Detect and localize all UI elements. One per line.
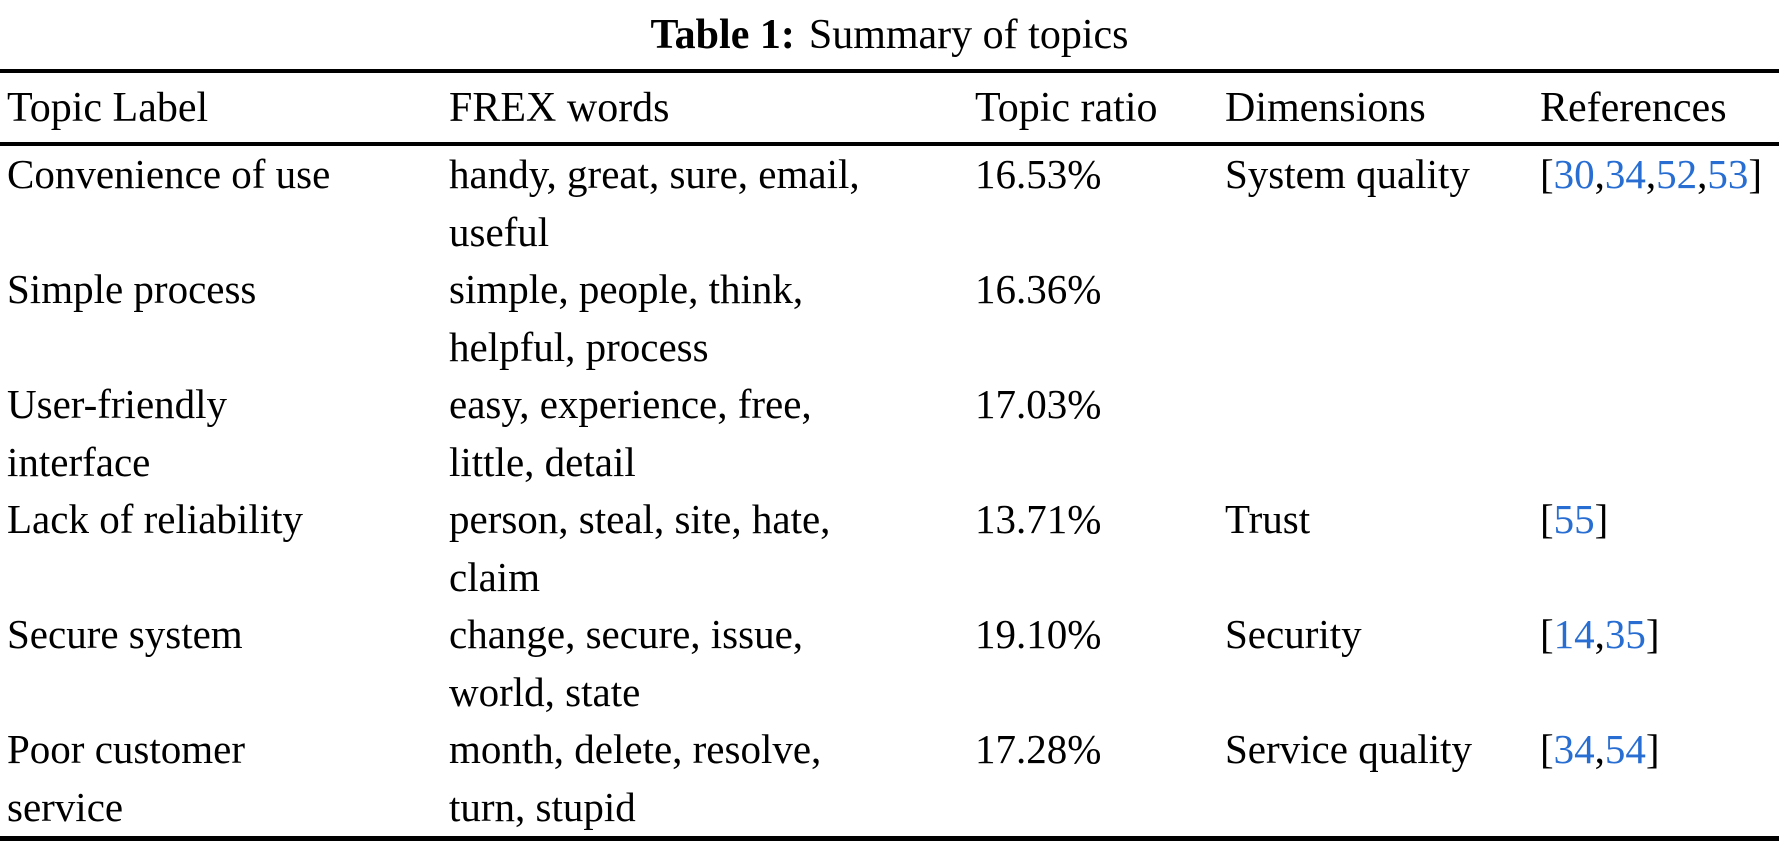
- topic-ratio-cell: 16.53%: [975, 151, 1102, 197]
- table-number: Table 1:: [650, 12, 795, 58]
- table-header: Topic Label FREX words Topic ratio Dimen…: [0, 71, 1779, 146]
- dimensions-cell: [1218, 261, 1530, 376]
- topic-label-cell: User-friendly interface: [7, 381, 228, 485]
- topic-ratio-cell: 16.36%: [975, 266, 1102, 312]
- topic-ratio-cell: 13.71%: [975, 496, 1102, 542]
- table-body: Convenience of use handy, great, sure, em…: [0, 144, 1779, 839]
- topic-ratio-cell: 17.28%: [975, 726, 1102, 772]
- references-cell: [34,54]: [1540, 726, 1660, 772]
- frex-words-cell: simple, people, think, helpful, process: [449, 266, 804, 370]
- dimensions-cell: Security: [1225, 611, 1362, 657]
- table-title: Table 1: Summary of topics: [0, 0, 1779, 69]
- references-cell: [55]: [1540, 496, 1609, 542]
- citation-link[interactable]: 34: [1604, 151, 1646, 197]
- table-row: Poor customer service month, delete, reso…: [0, 721, 1779, 839]
- citation-link[interactable]: 34: [1553, 726, 1595, 772]
- frex-words-cell: easy, experience, free, little, detail: [449, 381, 812, 485]
- dimensions-cell: Service quality: [1225, 726, 1473, 772]
- column-header-topic-label: Topic Label: [0, 71, 445, 146]
- table-row: User-friendly interface easy, experience,…: [0, 376, 1779, 491]
- topic-ratio-cell: 19.10%: [975, 611, 1102, 657]
- column-header-topic-ratio: Topic ratio: [965, 71, 1218, 146]
- dimensions-cell: System quality: [1225, 151, 1470, 197]
- dimensions-cell: [1218, 376, 1530, 491]
- topic-ratio-cell: 17.03%: [975, 381, 1102, 427]
- citation-link[interactable]: 55: [1553, 496, 1595, 542]
- references-cell: [1530, 376, 1779, 491]
- topic-label-cell: Poor customer service: [7, 726, 245, 830]
- frex-words-cell: month, delete, resolve, turn, stupid: [449, 726, 822, 830]
- header-row: Topic Label FREX words Topic ratio Dimen…: [0, 71, 1779, 146]
- citation-link[interactable]: 30: [1553, 151, 1595, 197]
- column-header-dimensions: Dimensions: [1218, 71, 1530, 146]
- references-cell: [1530, 261, 1779, 376]
- topic-label-cell: Lack of reliability: [7, 496, 303, 542]
- table-row: Secure system change, secure, issue, worl…: [0, 606, 1779, 721]
- citation-link[interactable]: 14: [1553, 611, 1595, 657]
- frex-words-cell: person, steal, site, hate, claim: [449, 496, 831, 600]
- table-row: Lack of reliability person, steal, site, …: [0, 491, 1779, 606]
- citation-link[interactable]: 54: [1604, 726, 1646, 772]
- citation-link[interactable]: 35: [1604, 611, 1646, 657]
- column-header-frex-words: FREX words: [445, 71, 965, 146]
- frex-words-cell: handy, great, sure, email, useful: [449, 151, 860, 255]
- summary-of-topics-table: Topic Label FREX words Topic ratio Dimen…: [0, 69, 1779, 841]
- frex-words-cell: change, secure, issue, world, state: [449, 611, 804, 715]
- table-row: Convenience of use handy, great, sure, em…: [0, 144, 1779, 261]
- topic-label-cell: Secure system: [7, 611, 243, 657]
- topic-label-cell: Simple process: [7, 266, 257, 312]
- references-cell: [30,34,52,53]: [1540, 151, 1763, 197]
- references-cell: [14,35]: [1540, 611, 1660, 657]
- table-caption: Summary of topics: [808, 12, 1129, 58]
- citation-link[interactable]: 52: [1656, 151, 1698, 197]
- citation-link[interactable]: 53: [1707, 151, 1749, 197]
- column-header-references: References: [1530, 71, 1779, 146]
- topic-label-cell: Convenience of use: [7, 151, 331, 197]
- table-row: Simple process simple, people, think, hel…: [0, 261, 1779, 376]
- dimensions-cell: Trust: [1225, 496, 1311, 542]
